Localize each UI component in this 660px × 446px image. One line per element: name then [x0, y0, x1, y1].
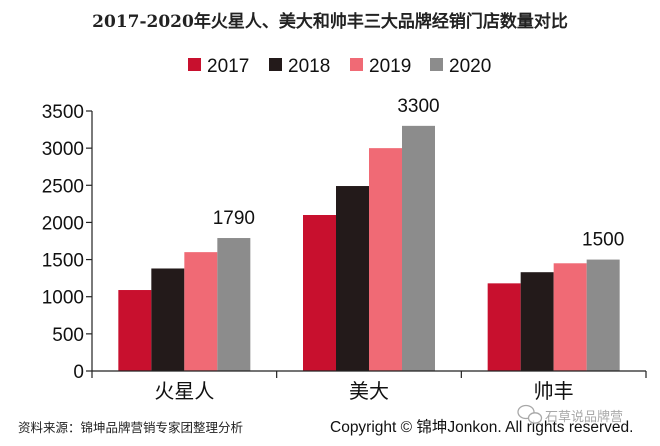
wechat-icon [517, 404, 543, 424]
legend: 2017 2018 2019 2020 [188, 56, 491, 77]
copyright-text: Copyright © 锦坤Jonkon. All rights reserve… [330, 418, 633, 436]
watermark-text: 石草说品牌营 [545, 409, 623, 425]
bar-美大-2018 [336, 186, 369, 371]
bar-帅丰-2019 [553, 263, 587, 371]
data-label: 3300 [397, 96, 439, 117]
bar-美大-2017 [303, 215, 336, 371]
bar-火星人-2018 [151, 268, 185, 371]
legend-swatch-2018 [269, 58, 282, 71]
bar-火星人-2020 [217, 238, 251, 371]
chart-title: 2017-2020年火星人、美大和帅丰三大品牌经销门店数量对比 [92, 11, 568, 32]
category-label: 火星人 [154, 379, 214, 403]
data-label: 1790 [213, 208, 255, 229]
legend-label-2017: 2017 [207, 56, 249, 77]
bar-火星人-2019 [184, 252, 218, 371]
x-axis: 火星人 美大 帅丰 [91, 370, 647, 403]
y-axis: 0 500 1000 1500 2000 2500 3000 3500 [42, 102, 93, 383]
legend-swatch-2020 [430, 58, 443, 71]
y-tick-label: 2500 [42, 176, 84, 197]
legend-label-2020: 2020 [449, 56, 491, 77]
y-tick-label: 1500 [42, 251, 84, 272]
category-label: 美大 [349, 379, 389, 403]
watermark: 石草说品牌营 [517, 404, 623, 425]
y-tick-label: 1000 [42, 288, 84, 309]
y-tick-label: 3500 [42, 102, 84, 123]
legend-swatch-2019 [350, 58, 363, 71]
bar-美大-2020 [402, 125, 435, 371]
bar-帅丰-2018 [520, 272, 554, 371]
y-tick-label: 0 [73, 362, 84, 383]
bar-火星人-2017 [118, 290, 152, 371]
bar-帅丰-2020 [586, 259, 620, 371]
y-tick-label: 500 [52, 325, 84, 346]
bars [118, 125, 620, 371]
data-label: 1500 [582, 230, 624, 251]
bar-帅丰-2017 [487, 283, 521, 371]
legend-swatch-2017 [188, 58, 201, 71]
source-note: 资料来源：锦坤品牌营销专家团整理分析 [18, 420, 243, 435]
legend-label-2018: 2018 [288, 56, 330, 77]
data-labels: 1790 3300 1500 [213, 96, 625, 251]
y-tick-label: 3000 [42, 139, 84, 160]
category-label: 帅丰 [534, 379, 574, 403]
y-tick-label: 2000 [42, 213, 84, 234]
bar-美大-2019 [369, 148, 402, 371]
legend-label-2019: 2019 [369, 56, 411, 77]
